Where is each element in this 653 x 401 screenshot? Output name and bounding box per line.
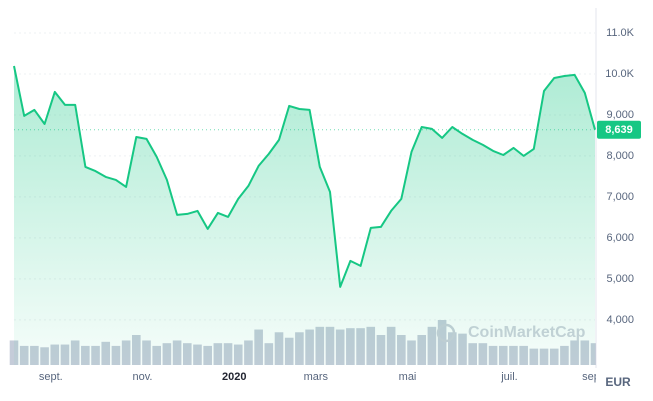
x-tick-label: 2020 <box>222 371 246 383</box>
y-tick-label: 9,000 <box>606 109 634 121</box>
currency-label: EUR <box>605 375 631 389</box>
x-tick-label: juil. <box>500 371 518 383</box>
y-tick-label: 5,000 <box>606 273 634 285</box>
price-badge-label: 8,639 <box>605 124 633 136</box>
x-tick-label: mars <box>304 371 329 383</box>
price-area <box>14 66 595 365</box>
y-tick-label: 6,000 <box>606 232 634 244</box>
price-badge <box>597 120 641 139</box>
x-tick-label: mai <box>399 371 417 383</box>
y-tick-label: 11.0K <box>606 27 635 39</box>
x-tick-label: sept. <box>39 371 63 383</box>
price-line <box>13 65 596 288</box>
y-tick-label: 4,000 <box>606 314 634 326</box>
x-tick-label: sep <box>582 371 600 383</box>
y-tick-label: 10.0K <box>605 68 634 80</box>
x-tick-label: nov. <box>133 371 153 383</box>
y-tick-label: 7,000 <box>606 191 634 203</box>
y-tick-label: 8,000 <box>606 150 634 162</box>
